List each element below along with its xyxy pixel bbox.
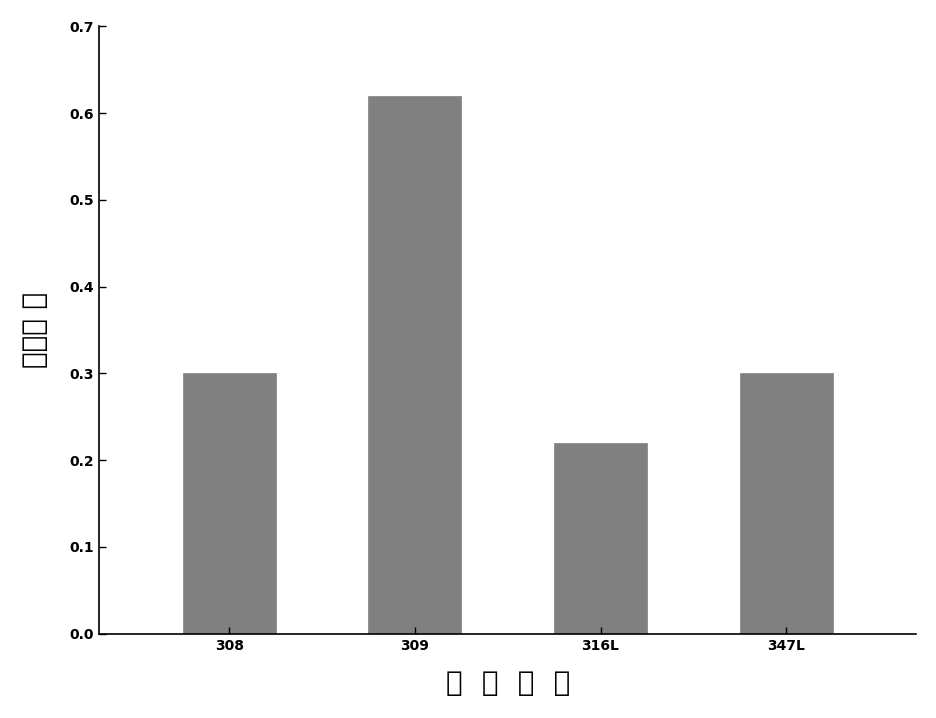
Bar: [739, 373, 832, 634]
Bar: [368, 95, 461, 634]
Bar: [553, 443, 646, 634]
Bar: [183, 373, 275, 634]
X-axis label: 焉  丝  牌  号: 焉 丝 牌 号: [445, 669, 569, 697]
Y-axis label: 蒸气浓 度: 蒸气浓 度: [21, 292, 49, 368]
